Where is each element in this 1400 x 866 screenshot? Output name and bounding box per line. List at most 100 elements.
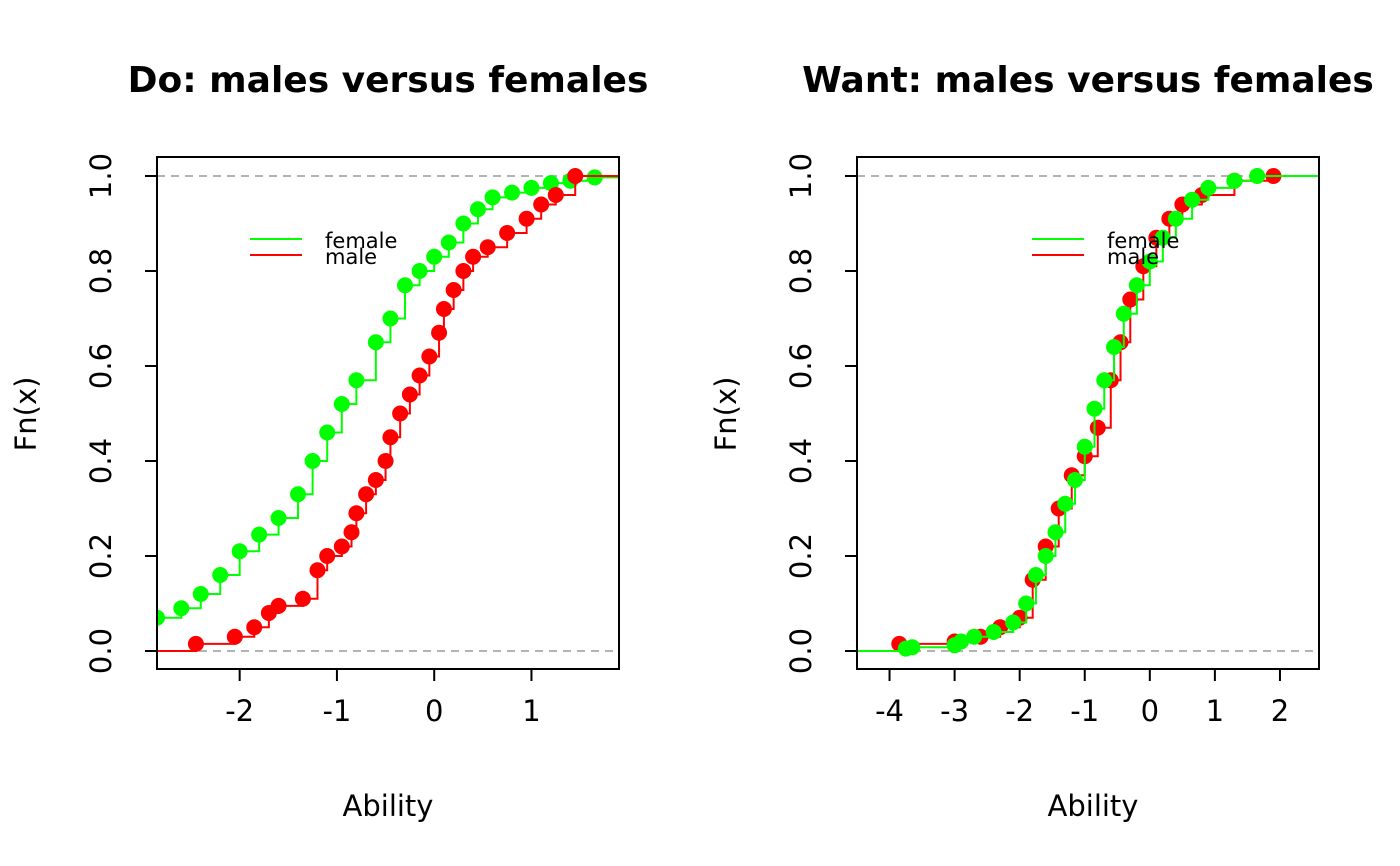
data-point-female [426, 248, 443, 265]
data-point-female [1057, 495, 1074, 512]
data-point-female [455, 215, 472, 232]
data-point-female [1076, 438, 1093, 455]
data-point-female [290, 486, 307, 503]
y-tick-label: 0.8 [784, 248, 818, 294]
data-point-female [367, 334, 384, 351]
data-point-female [397, 277, 414, 294]
data-point-female [985, 624, 1002, 640]
data-point-female [270, 510, 287, 526]
data-point-male [421, 348, 438, 365]
plot-area: -4 -3 -2 -1 0 1 2 0.0 0.2 0.4 0.6 0.8 1.0 [784, 153, 1319, 728]
data-point-female [1184, 191, 1201, 208]
data-point-female [304, 453, 321, 469]
data-point-female [382, 310, 399, 327]
data-point-male [518, 210, 535, 227]
data-point-female [212, 567, 229, 583]
data-point-female [1249, 168, 1266, 184]
data-point-female [1086, 400, 1103, 417]
data-point-female [523, 179, 540, 196]
data-point-male [246, 619, 263, 636]
data-point-male [547, 187, 564, 203]
data-point-male [377, 453, 394, 469]
x-tick-label: -4 [875, 694, 904, 728]
y-tick-label: 1.0 [784, 153, 818, 199]
data-point-female [1037, 548, 1054, 564]
data-point-female [1200, 179, 1217, 196]
data-point-male [431, 324, 448, 341]
y-axis-label: Fn(x) [709, 377, 743, 452]
data-point-female [1005, 614, 1022, 631]
data-point-male [309, 562, 326, 579]
data-point-female [904, 639, 921, 656]
data-point-female [173, 600, 190, 617]
y-tick-label: 0.0 [784, 628, 818, 674]
data-point-female [157, 609, 165, 626]
plot-frame [156, 156, 620, 670]
x-tick-label: -2 [1005, 694, 1034, 728]
y-tick-label: 1.0 [84, 153, 118, 199]
legend-label-female: female [325, 229, 397, 253]
data-point-male [343, 524, 360, 541]
data-point-female [319, 424, 336, 441]
data-point-male [1122, 291, 1139, 308]
data-point-male [465, 248, 482, 265]
data-point-female [953, 633, 970, 650]
chart-title: Do: males versus females [128, 60, 649, 101]
data-point-male [1089, 419, 1106, 436]
y-tick-label: 0.2 [84, 533, 118, 579]
x-tick-label: 1 [522, 694, 540, 728]
x-tick-label: 0 [425, 694, 443, 728]
y-tick-label: 0.0 [84, 628, 118, 674]
y-axis-label: Fn(x) [9, 377, 43, 452]
series-female [157, 169, 619, 651]
plot-frame [856, 156, 1320, 670]
data-point-female [966, 628, 983, 645]
x-axis-label: Ability [1048, 789, 1139, 823]
data-point-female [1106, 339, 1123, 355]
data-point-female [192, 586, 209, 602]
series-line-female [857, 175, 1319, 652]
data-point-female [1066, 472, 1083, 488]
data-point-male [499, 225, 516, 241]
x-tick-label: -3 [940, 694, 969, 728]
data-point-male [533, 196, 550, 213]
data-point-male [348, 505, 365, 522]
legend: female male [250, 229, 397, 269]
data-point-male [411, 367, 428, 384]
data-point-male [567, 168, 584, 184]
data-point-female [411, 263, 428, 279]
legend-label-female: female [1107, 229, 1179, 253]
data-point-male [187, 635, 204, 652]
data-point-female [251, 526, 268, 543]
data-point-male [445, 282, 462, 298]
data-point-female [440, 234, 457, 251]
data-point-male [392, 405, 409, 422]
x-tick-label: -2 [225, 694, 254, 728]
y-tick-label: 0.4 [784, 438, 818, 484]
panel-do: Do: males versus females Ability Fn(x) -… [9, 60, 648, 823]
data-point-female [469, 201, 486, 218]
series-line-male [857, 175, 1319, 652]
data-point-male [479, 239, 496, 256]
x-tick-label: -1 [1070, 694, 1099, 728]
y-tick-label: 0.2 [784, 533, 818, 579]
data-point-female [231, 543, 248, 560]
data-point-female [504, 184, 521, 201]
data-point-female [333, 396, 350, 412]
data-point-male [333, 538, 350, 555]
series-female [857, 168, 1319, 657]
data-point-male [435, 301, 452, 317]
data-point-female [1018, 595, 1035, 612]
data-point-female [1115, 305, 1132, 322]
data-point-male [401, 386, 418, 403]
y-tick-label: 0.6 [84, 343, 118, 389]
legend-label-male: male [325, 245, 377, 269]
data-point-male [226, 628, 243, 645]
legend: female male [1032, 229, 1179, 269]
data-point-female [348, 372, 365, 389]
x-axis-label: Ability [343, 789, 434, 823]
x-tick-label: 1 [1206, 694, 1224, 728]
legend-label-male: male [1107, 245, 1159, 269]
y-tick-label: 0.8 [84, 248, 118, 294]
